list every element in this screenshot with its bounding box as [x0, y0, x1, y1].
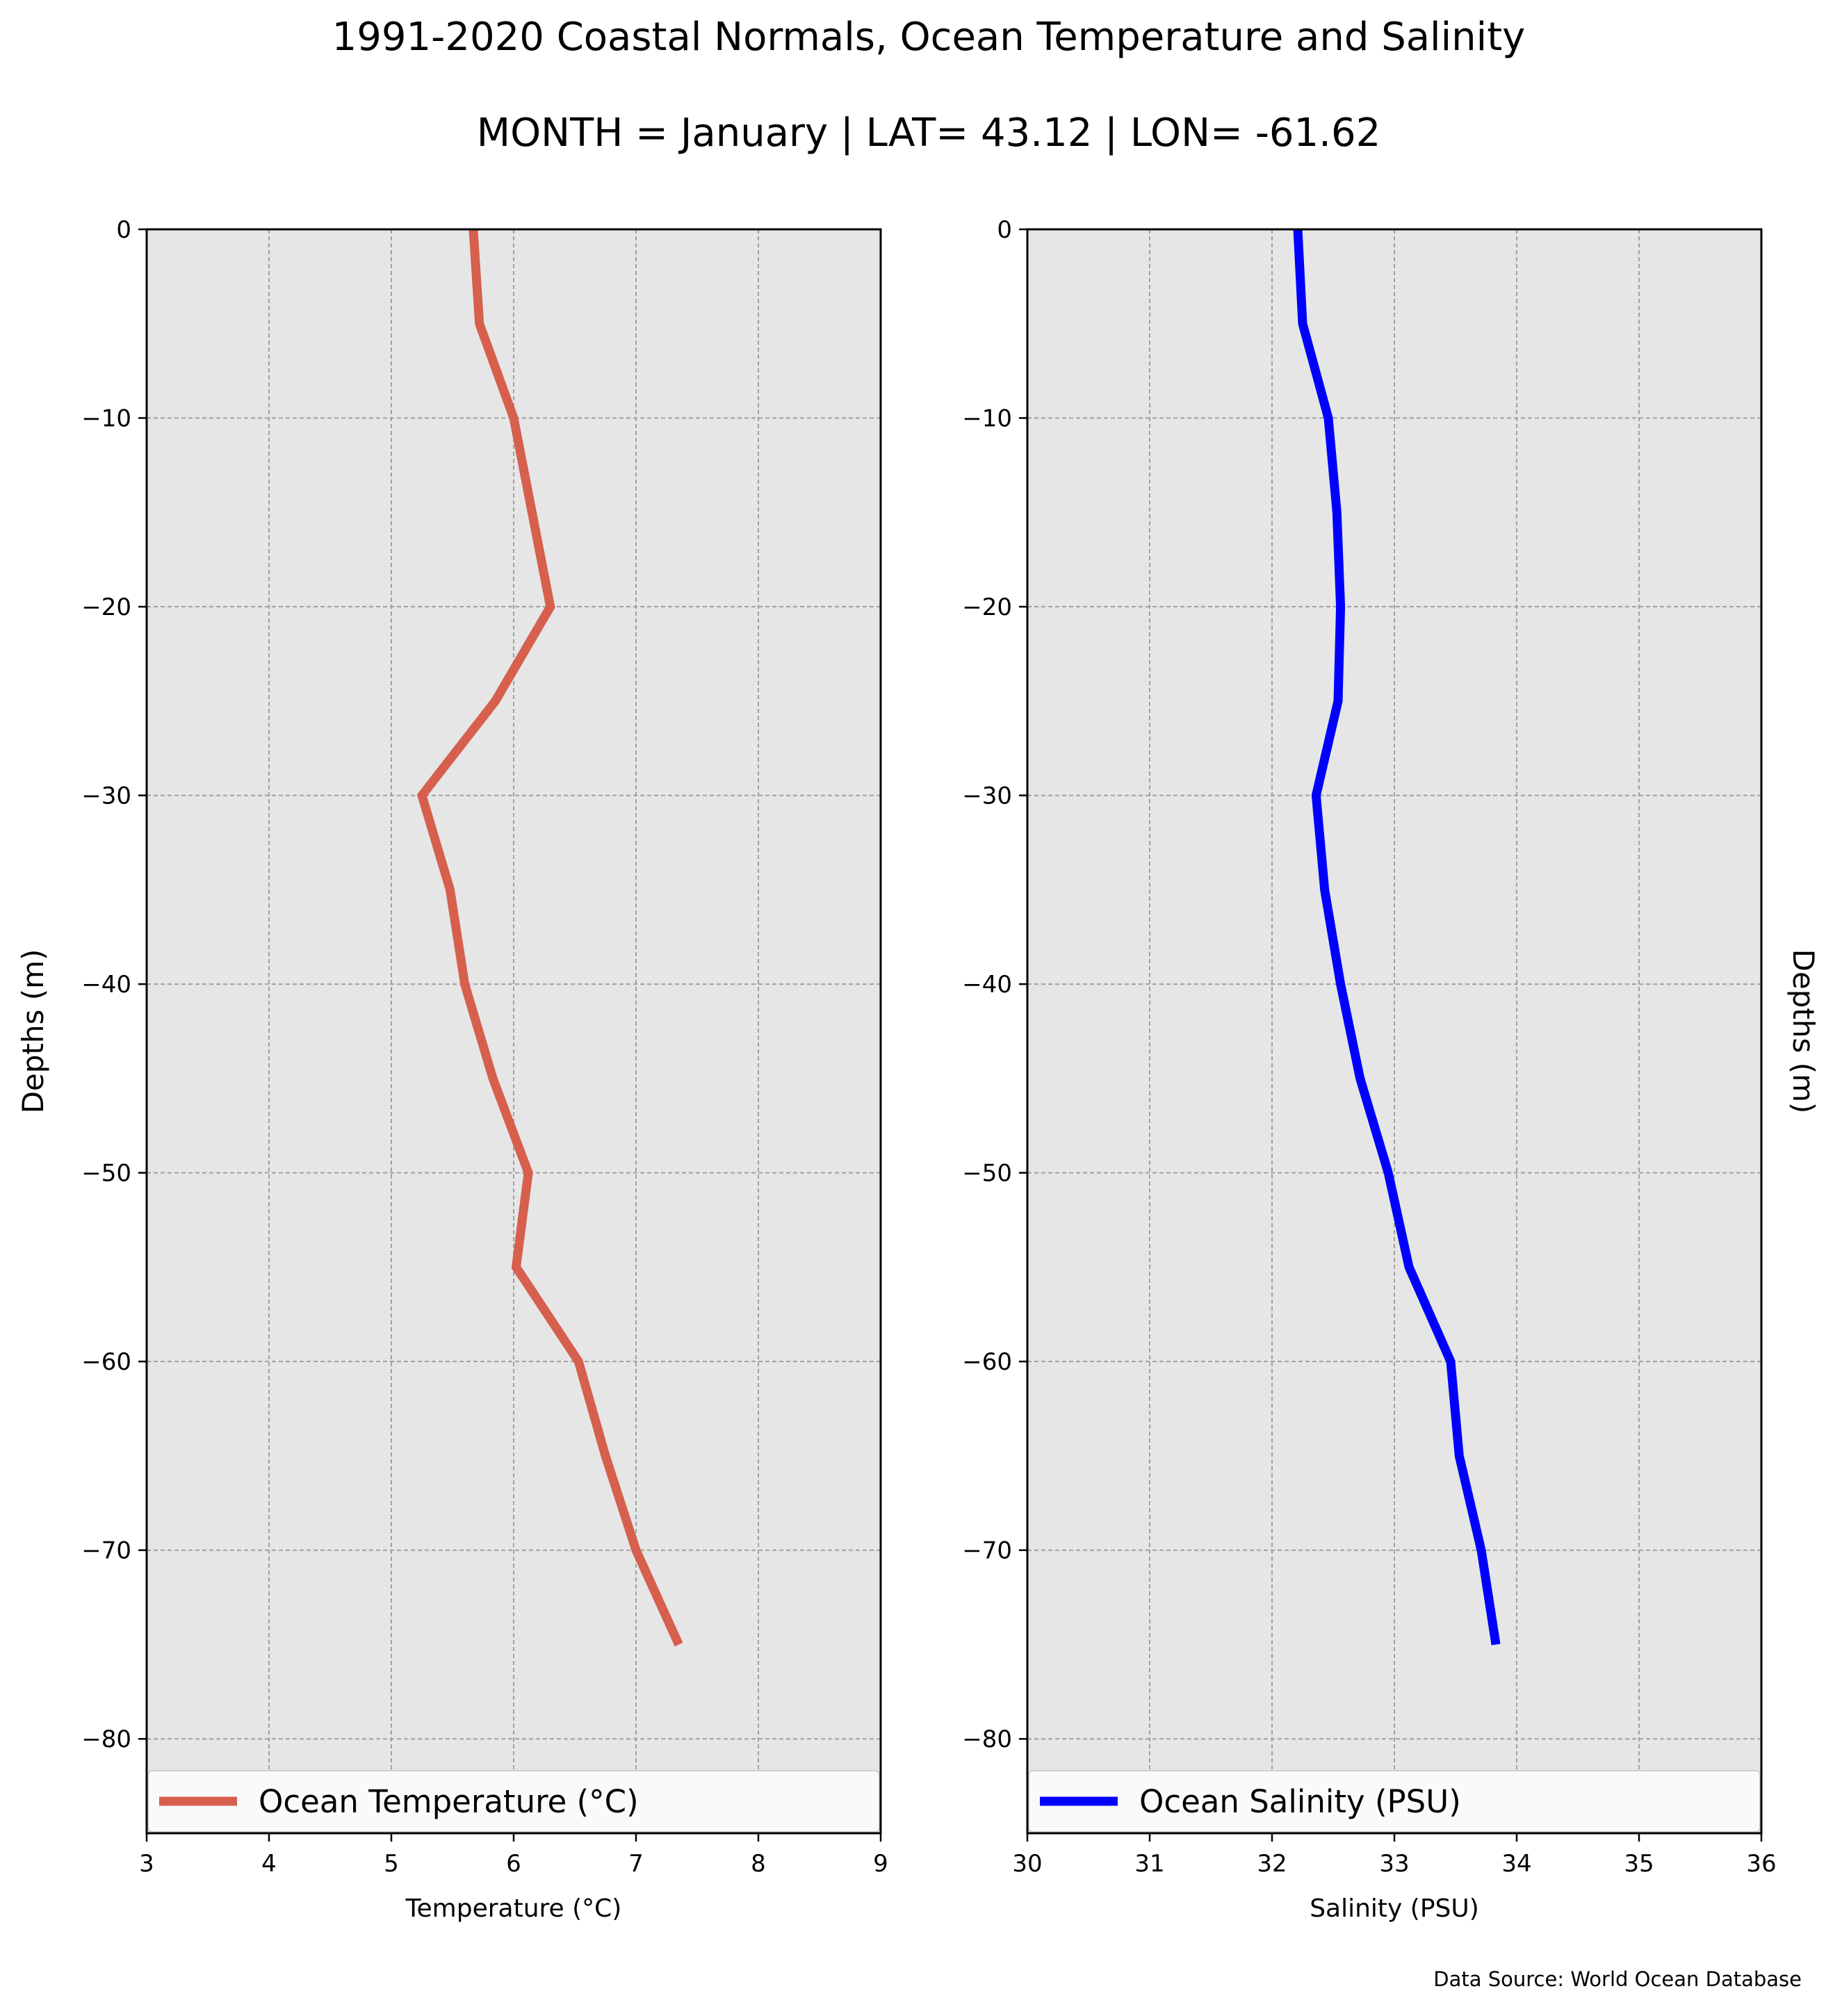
salinity-y-tick-label: −30	[962, 782, 1012, 810]
temperature-legend-box	[147, 1770, 880, 1833]
data-source-note: Data Source: World Ocean Database	[1433, 1967, 1802, 1991]
figure-title: 1991-2020 Coastal Normals, Ocean Tempera…	[332, 15, 1526, 60]
temperature-x-tick-label: 9	[873, 1850, 888, 1878]
salinity-y-tick-label: −20	[962, 593, 1012, 621]
temperature-y-tick-label: −10	[81, 405, 131, 433]
temperature-y-tick-label: −70	[81, 1537, 131, 1565]
salinity-y-tick-label: −40	[962, 971, 1012, 999]
salinity-x-tick-label: 34	[1501, 1850, 1531, 1878]
salinity-legend-box	[1028, 1770, 1761, 1833]
salinity-x-axis-label: Salinity (PSU)	[1310, 1894, 1479, 1923]
temperature-x-tick-label: 6	[506, 1850, 521, 1878]
salinity-y-tick-label: −10	[962, 405, 1012, 433]
temperature-y-tick-label: −50	[81, 1160, 131, 1188]
salinity-y-tick-label: −50	[962, 1160, 1012, 1188]
temperature-y-tick-label: −80	[81, 1726, 131, 1753]
salinity-legend-label: Ocean Salinity (PSU)	[1139, 1783, 1461, 1820]
salinity-x-tick-label: 32	[1257, 1850, 1287, 1878]
salinity-y-axis-label: Depths (m)	[1786, 949, 1820, 1114]
salinity-series-line	[1293, 229, 1501, 1646]
temperature-legend-label: Ocean Temperature (°C)	[259, 1783, 639, 1820]
temperature-x-axis-label: Temperature (°C)	[405, 1894, 622, 1923]
figure-subtitle: MONTH = January | LAT= 43.12 | LON= -61.…	[477, 110, 1380, 156]
salinity-chart: Ocean Salinity (PSU) 30 31 32 33 34 35 36 0 −10 −2…	[962, 216, 1820, 1923]
salinity-y-tick-label: −80	[962, 1726, 1012, 1753]
salinity-x-tick-label: 36	[1746, 1850, 1776, 1878]
salinity-y-tick-label: −70	[962, 1537, 1012, 1565]
temperature-chart: Ocean Temperature (°C) 3 4 5 6 7 8 9 0 −10 −20 −30 −…	[16, 216, 888, 1923]
temperature-series-line	[416, 229, 683, 1647]
salinity-x-tick-label: 33	[1379, 1850, 1409, 1878]
salinity-x-tick-label: 35	[1624, 1850, 1654, 1878]
salinity-x-tick-label: 30	[1012, 1850, 1042, 1878]
temperature-y-tick-label: −30	[81, 782, 131, 810]
salinity-y-tick-label: 0	[997, 216, 1012, 244]
salinity-x-tick-label: 31	[1134, 1850, 1164, 1878]
temperature-y-tick-label: −20	[81, 593, 131, 621]
temperature-x-tick-label: 7	[628, 1850, 644, 1878]
temperature-y-tick-label: −40	[81, 971, 131, 999]
temperature-y-tick-label: −60	[81, 1348, 131, 1376]
temperature-y-axis-label: Depths (m)	[16, 949, 50, 1114]
temperature-x-tick-label: 8	[751, 1850, 766, 1878]
temperature-x-tick-label: 5	[384, 1850, 399, 1878]
salinity-y-tick-label: −60	[962, 1348, 1012, 1376]
temperature-x-tick-label: 4	[261, 1850, 277, 1878]
temperature-y-tick-label: 0	[116, 216, 131, 244]
temperature-x-tick-label: 3	[139, 1850, 154, 1878]
